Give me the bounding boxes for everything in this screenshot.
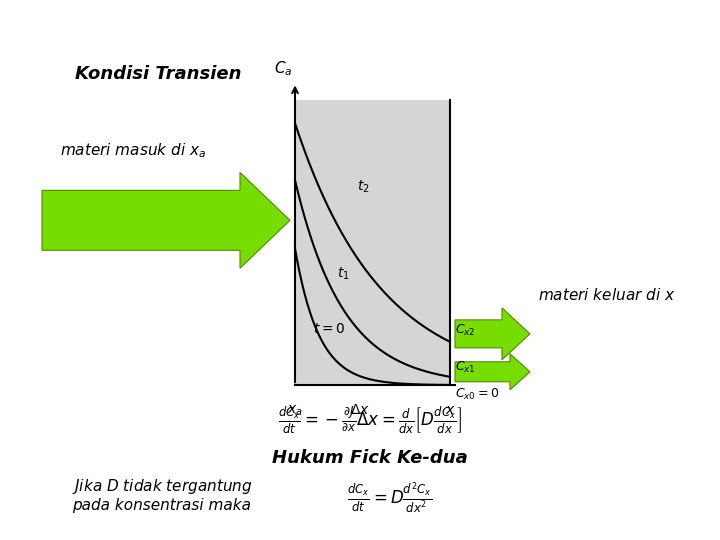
Text: $x_a$: $x_a$ [287,403,303,417]
Text: Kondisi Transien: Kondisi Transien [75,65,241,84]
Bar [295,100,450,385]
Text: $t_2$: $t_2$ [357,178,369,195]
Text: $C_{x0}=0$: $C_{x0}=0$ [455,387,499,402]
Polygon shape [455,308,530,360]
Text: $t_1$: $t_1$ [337,265,350,282]
Text: Difusi: Difusi [9,10,76,30]
Text: $t=0$: $t=0$ [313,322,346,336]
Text: , Analisis Matematis: , Analisis Matematis [59,11,240,29]
Text: $x$: $x$ [445,403,455,417]
Text: $C_{x1}$: $C_{x1}$ [455,360,476,375]
Polygon shape [455,354,530,390]
Text: materi masuk di $x_a$: materi masuk di $x_a$ [60,141,206,160]
Text: materi keluar di $x$: materi keluar di $x$ [538,287,675,303]
Text: $\frac{dC_x}{dt} = -\frac{\partial J}{\partial x}\Delta x = \frac{d}{dx}\left[D\: $\frac{dC_x}{dt} = -\frac{\partial J}{\p… [278,404,462,436]
Text: $C_a$: $C_a$ [274,60,292,78]
Polygon shape [42,172,290,268]
Text: $C_{x2}$: $C_{x2}$ [455,323,475,338]
Text: $\Delta x$: $\Delta x$ [350,403,370,417]
Text: $\frac{dC_x}{dt} = D\frac{d^2C_x}{dx^2}$: $\frac{dC_x}{dt} = D\frac{d^2C_x}{dx^2}$ [348,481,433,516]
Text: Hukum Fick Ke-dua: Hukum Fick Ke-dua [272,449,468,467]
Text: Jika $D$ tidak tergantung
pada konsentrasi maka: Jika $D$ tidak tergantung pada konsentra… [72,477,253,513]
